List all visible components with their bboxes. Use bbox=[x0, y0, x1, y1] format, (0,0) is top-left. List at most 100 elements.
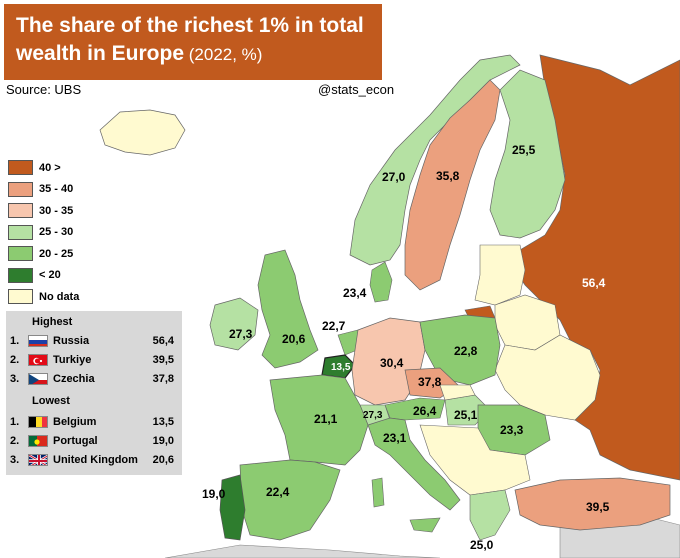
legend-item: No data bbox=[8, 286, 128, 308]
legend-label: 40 > bbox=[39, 161, 61, 174]
legend-swatch bbox=[8, 246, 33, 262]
rank-value: 39,5 bbox=[152, 354, 174, 366]
legend-item: < 20 bbox=[8, 265, 128, 287]
label-france: 21,1 bbox=[314, 412, 338, 426]
region-north-africa bbox=[164, 544, 441, 558]
rank-number: 1. bbox=[10, 416, 20, 428]
ranking-lowest-title: Lowest bbox=[32, 395, 70, 407]
label-norway: 27,0 bbox=[382, 170, 406, 184]
rank-value: 13,5 bbox=[152, 416, 174, 428]
rank-number: 1. bbox=[10, 335, 20, 347]
rank-number: 2. bbox=[10, 354, 20, 366]
source-note: Source: UBS bbox=[6, 82, 82, 97]
label-ireland: 27,3 bbox=[229, 327, 253, 341]
label-portugal: 19,0 bbox=[202, 487, 226, 501]
rank-value: 56,4 bbox=[152, 335, 174, 347]
label-germany: 30,4 bbox=[380, 356, 404, 370]
legend-label: 20 - 25 bbox=[39, 247, 74, 260]
legend-swatch bbox=[8, 181, 33, 197]
legend-swatch bbox=[8, 289, 33, 305]
rank-country: Turkiye bbox=[53, 354, 92, 366]
chart-title-line2-main: wealth in Europe bbox=[16, 42, 185, 65]
label-austria: 26,4 bbox=[413, 404, 437, 418]
title-box: The share of the richest 1% in total wea… bbox=[4, 4, 382, 80]
rank-country: United Kingdom bbox=[53, 454, 138, 466]
rank-value: 20,6 bbox=[152, 454, 174, 466]
uk-flag-icon bbox=[28, 454, 48, 466]
region-sardinia bbox=[371, 477, 385, 508]
region-sweden bbox=[404, 79, 501, 291]
rank-number: 3. bbox=[10, 454, 20, 466]
label-czechia: 37,8 bbox=[418, 375, 442, 389]
label-hungary: 25,1 bbox=[454, 408, 478, 422]
belgium-flag-icon bbox=[28, 416, 48, 428]
portugal-flag-icon bbox=[28, 435, 48, 447]
ranking-row: 3. United Kingdom 20,6 bbox=[6, 452, 182, 468]
label-denmark: 23,4 bbox=[343, 286, 367, 300]
legend-swatch bbox=[8, 224, 33, 240]
ranking-row: 2. Portugal 19,0 bbox=[6, 433, 182, 449]
rank-country: Belgium bbox=[53, 416, 97, 428]
label-uk: 20,6 bbox=[282, 332, 306, 346]
region-slovakia bbox=[439, 384, 476, 401]
label-russia: 56,4 bbox=[582, 276, 606, 290]
ranking-highest-title: Highest bbox=[32, 316, 73, 328]
legend: 40 > 35 - 40 30 - 35 25 - 30 20 - 25 < 2… bbox=[8, 157, 128, 308]
region-iceland bbox=[99, 109, 186, 156]
label-spain: 22,4 bbox=[266, 485, 290, 499]
label-romania: 23,3 bbox=[500, 423, 524, 437]
legend-label: No data bbox=[39, 290, 80, 303]
russia-flag-icon bbox=[28, 335, 48, 347]
rank-country: Portugal bbox=[53, 435, 98, 447]
ranking-row: 2. Turkiye 39,5 bbox=[6, 352, 182, 368]
label-sweden: 35,8 bbox=[436, 169, 460, 183]
legend-swatch bbox=[8, 160, 33, 176]
region-portugal bbox=[219, 474, 246, 541]
rank-country: Russia bbox=[53, 335, 90, 347]
rank-value: 37,8 bbox=[152, 373, 174, 385]
label-finland: 25,5 bbox=[512, 143, 536, 157]
region-belgium bbox=[321, 354, 356, 379]
author-handle: @stats_econ bbox=[318, 82, 395, 97]
ranking-row: 3. Czechia 37,8 bbox=[6, 371, 182, 387]
label-turkey: 39,5 bbox=[586, 500, 610, 514]
chart-title-line1: The share of the richest 1% in total bbox=[16, 14, 364, 37]
label-italy: 23,1 bbox=[383, 431, 407, 445]
legend-label: 25 - 30 bbox=[39, 226, 74, 239]
legend-item: 40 > bbox=[8, 157, 128, 179]
legend-swatch bbox=[8, 267, 33, 283]
region-turkey bbox=[514, 477, 671, 531]
chart-title-subtitle: (2022, %) bbox=[184, 45, 263, 64]
legend-item: 30 - 35 bbox=[8, 200, 128, 222]
region-finland bbox=[489, 69, 566, 239]
legend-label: < 20 bbox=[39, 269, 61, 282]
region-italy bbox=[367, 417, 461, 511]
label-belgium: 13,5 bbox=[331, 362, 351, 373]
region-poland bbox=[419, 314, 501, 386]
legend-item: 35 - 40 bbox=[8, 179, 128, 201]
region-germany bbox=[351, 317, 426, 406]
region-denmark bbox=[369, 261, 393, 303]
label-switzerland: 27,3 bbox=[363, 410, 383, 421]
legend-item: 20 - 25 bbox=[8, 243, 128, 265]
region-uk bbox=[257, 249, 319, 369]
turkey-flag-icon bbox=[28, 354, 48, 366]
region-spain bbox=[239, 459, 341, 541]
region-greece bbox=[469, 489, 511, 541]
region-sicily bbox=[409, 517, 441, 533]
rank-value: 19,0 bbox=[152, 435, 174, 447]
ranking-panel: Highest 1. Russia 56,4 2. Turkiye 39,5 3… bbox=[6, 311, 182, 475]
legend-swatch bbox=[8, 203, 33, 219]
region-balkans bbox=[419, 424, 531, 496]
label-poland: 22,8 bbox=[454, 344, 478, 358]
label-netherlands: 22,7 bbox=[322, 319, 346, 333]
rank-country: Czechia bbox=[53, 373, 95, 385]
rank-number: 2. bbox=[10, 435, 20, 447]
label-greece: 25,0 bbox=[470, 538, 494, 552]
legend-label: 30 - 35 bbox=[39, 204, 74, 217]
ranking-row: 1. Belgium 13,5 bbox=[6, 414, 182, 430]
region-ukraine bbox=[494, 334, 601, 421]
ranking-row: 1. Russia 56,4 bbox=[6, 333, 182, 349]
legend-label: 35 - 40 bbox=[39, 183, 74, 196]
legend-item: 25 - 30 bbox=[8, 222, 128, 244]
